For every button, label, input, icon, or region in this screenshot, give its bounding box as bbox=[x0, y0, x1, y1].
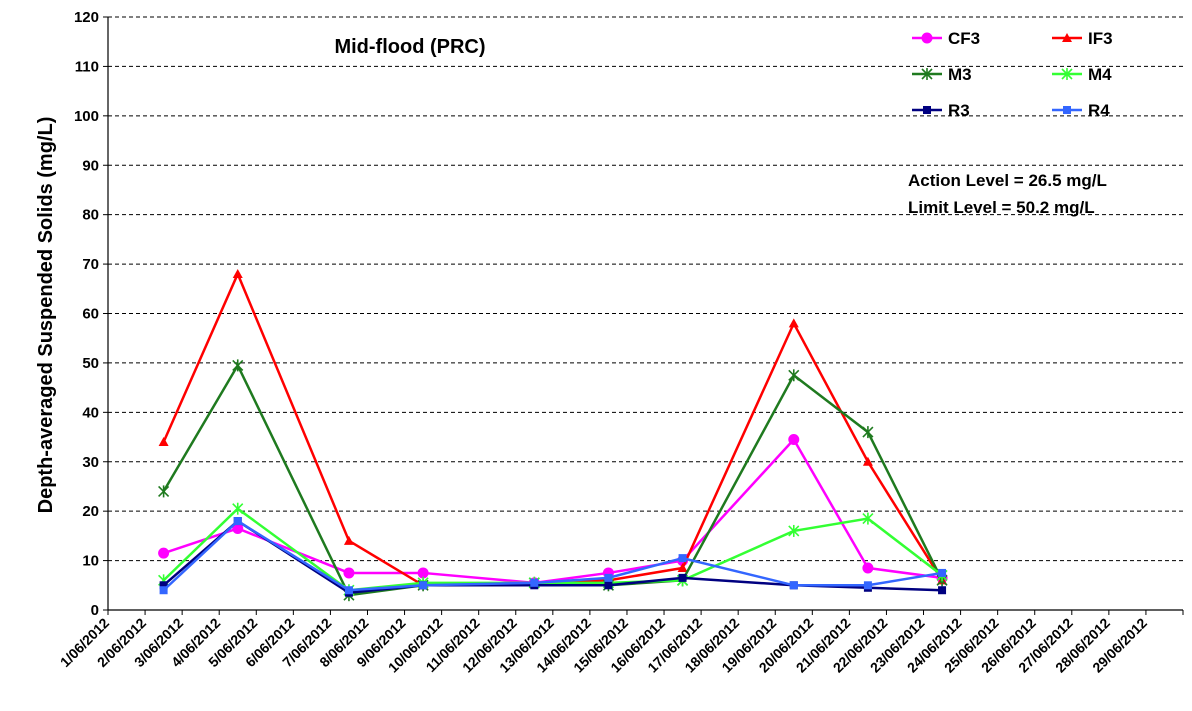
legend-marker-if3 bbox=[1062, 33, 1072, 42]
data-point-if3 bbox=[862, 456, 873, 466]
legend-label-if3: IF3 bbox=[1088, 29, 1113, 48]
legend: CF3 IF3 M3 M4 R3 R4 bbox=[912, 29, 1113, 120]
legend-label-r3: R3 bbox=[948, 101, 970, 120]
data-point-r4 bbox=[678, 554, 687, 563]
data-point-cf3 bbox=[788, 434, 800, 446]
data-point-m4 bbox=[232, 502, 244, 515]
data-point-if3 bbox=[343, 535, 354, 545]
y-tick-label: 20 bbox=[82, 503, 99, 520]
data-point-r3 bbox=[678, 573, 687, 582]
series-line-m4 bbox=[162, 507, 943, 592]
y-tick-label: 80 bbox=[82, 207, 99, 224]
series-line-r4 bbox=[162, 519, 943, 592]
series-layer bbox=[158, 268, 948, 602]
legend-item-m4: M4 bbox=[1052, 65, 1112, 84]
data-point-r4 bbox=[159, 586, 168, 595]
data-point-r3 bbox=[159, 581, 168, 590]
legend-marker-r4 bbox=[1063, 106, 1071, 114]
y-tick-label: 120 bbox=[74, 9, 99, 26]
legend-item-cf3: CF3 bbox=[912, 29, 980, 48]
legend-label-m4: M4 bbox=[1088, 65, 1112, 84]
y-tick-label: 0 bbox=[91, 602, 99, 619]
data-point-m4 bbox=[862, 512, 874, 525]
data-point-cf3 bbox=[862, 562, 874, 574]
y-tick-labels: 0 10 20 30 40 50 60 70 80 90 100 110 120 bbox=[74, 9, 99, 619]
data-point-if3 bbox=[232, 268, 243, 278]
data-point-if3 bbox=[677, 562, 688, 572]
legend-label-r4: R4 bbox=[1088, 101, 1110, 120]
data-point-r4 bbox=[530, 578, 539, 587]
series-m3 bbox=[158, 359, 948, 602]
data-point-if3 bbox=[788, 318, 799, 328]
y-tick-label: 50 bbox=[82, 355, 99, 372]
y-tick-label: 70 bbox=[82, 256, 99, 273]
data-point-r3 bbox=[938, 586, 947, 595]
legend-label-cf3: CF3 bbox=[948, 29, 980, 48]
data-point-cf3 bbox=[343, 567, 355, 579]
data-point-m3 bbox=[862, 426, 874, 439]
data-point-cf3 bbox=[417, 567, 429, 579]
y-tick-label: 30 bbox=[82, 454, 99, 471]
legend-marker-m3 bbox=[921, 68, 933, 80]
gridlines bbox=[108, 16, 1183, 562]
y-tick-label: 100 bbox=[74, 108, 99, 125]
y-tick-label: 90 bbox=[82, 157, 99, 174]
data-point-r4 bbox=[419, 581, 428, 590]
data-point-if3 bbox=[158, 436, 169, 446]
data-point-m3 bbox=[158, 485, 170, 498]
action-level-annotation: Action Level = 26.5 mg/L bbox=[908, 171, 1107, 190]
data-point-m3 bbox=[232, 359, 244, 372]
legend-item-if3: IF3 bbox=[1052, 29, 1113, 48]
y-tick-label: 10 bbox=[82, 553, 99, 570]
x-tick-labels: 1/06/20122/06/20123/06/20124/06/20125/06… bbox=[57, 615, 1150, 676]
legend-item-r3: R3 bbox=[912, 101, 970, 120]
series-r4 bbox=[159, 517, 947, 595]
chart-title: Mid-flood (PRC) bbox=[334, 36, 485, 58]
limit-level-annotation: Limit Level = 50.2 mg/L bbox=[908, 198, 1095, 217]
y-axis-title: Depth-averaged Suspended Solids (mg/L) bbox=[35, 117, 57, 514]
data-point-m3 bbox=[788, 369, 800, 382]
data-point-r4 bbox=[604, 573, 613, 582]
y-tick-label: 40 bbox=[82, 404, 99, 421]
legend-item-m3: M3 bbox=[912, 65, 972, 84]
data-point-r4 bbox=[789, 581, 798, 590]
axes bbox=[103, 16, 1184, 615]
legend-marker-m4 bbox=[1061, 68, 1073, 80]
data-point-r4 bbox=[938, 568, 947, 577]
data-point-r4 bbox=[233, 517, 242, 526]
legend-marker-cf3 bbox=[921, 32, 933, 44]
data-point-r4 bbox=[863, 581, 872, 590]
data-point-cf3 bbox=[158, 547, 170, 559]
legend-label-m3: M3 bbox=[948, 65, 972, 84]
y-tick-label: 60 bbox=[82, 306, 99, 323]
series-if3 bbox=[158, 268, 948, 590]
data-point-r4 bbox=[344, 586, 353, 595]
legend-item-r4: R4 bbox=[1052, 101, 1110, 120]
legend-marker-r3 bbox=[923, 106, 931, 114]
data-point-r3 bbox=[604, 581, 613, 590]
y-tick-label: 110 bbox=[75, 58, 99, 75]
data-point-m4 bbox=[788, 524, 800, 537]
